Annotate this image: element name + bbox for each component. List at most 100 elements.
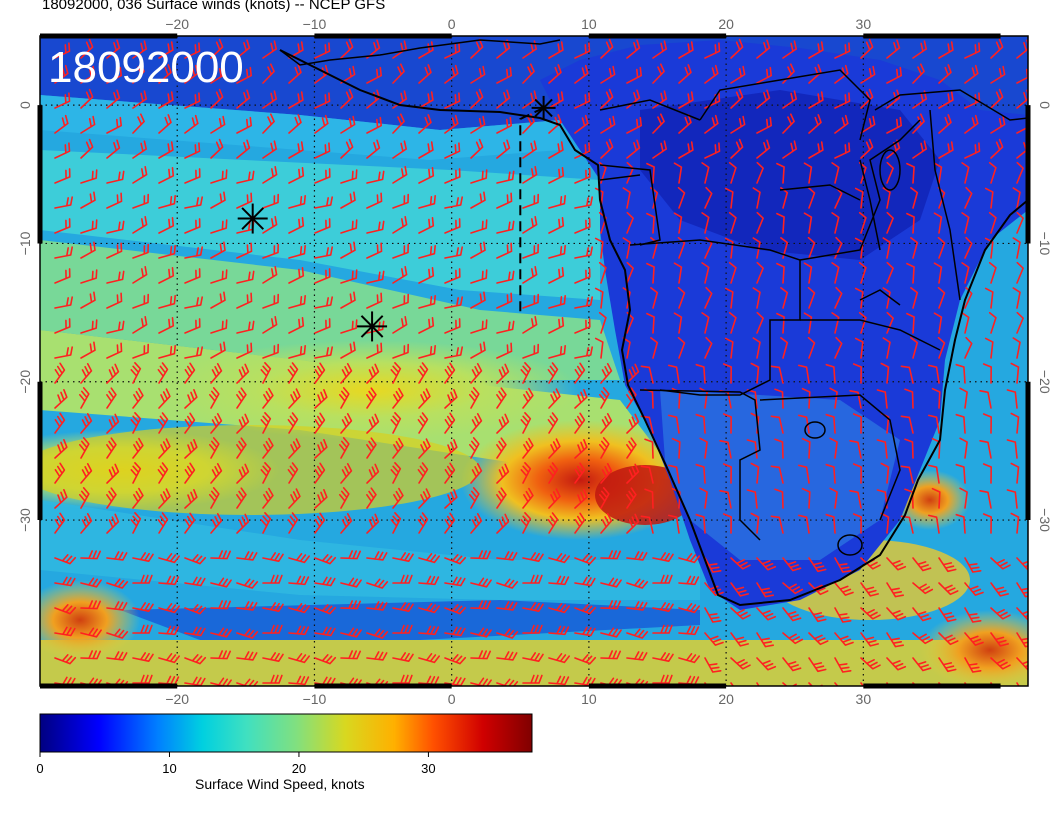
wind-barb: [600, 550, 621, 560]
wind-barb: [1016, 311, 1024, 334]
wind-barb: [444, 576, 466, 587]
wind-barb: [704, 632, 724, 646]
wind-barb: [652, 574, 673, 584]
wind-barb: [80, 291, 96, 309]
wind-barb: [834, 42, 851, 59]
wind-barb: [678, 603, 700, 614]
wind-barb: [770, 415, 784, 434]
wind-barb: [236, 342, 253, 359]
wind-barb: [1016, 632, 1028, 648]
wind-barb: [288, 488, 301, 509]
wind-barb: [132, 652, 154, 662]
wind-barb: [548, 625, 570, 636]
wind-barb: [236, 487, 247, 509]
wind-barb: [366, 242, 383, 259]
wind-barb: [106, 513, 120, 534]
wind-barb: [340, 413, 353, 434]
wind-barb: [262, 574, 283, 584]
wind-barb: [704, 42, 721, 59]
wind-barb: [54, 92, 71, 109]
wind-barb: [808, 41, 824, 59]
wind-barb: [938, 91, 954, 109]
wind-barb: [340, 319, 358, 334]
wind-barb: [825, 463, 836, 484]
wind-barb: [678, 41, 694, 59]
wind-barb: [704, 186, 713, 209]
wind-barb: [80, 219, 98, 234]
wind-barb: [496, 601, 518, 611]
wind-barb: [210, 413, 223, 434]
wind-barb: [314, 92, 331, 109]
wind-barb: [54, 346, 73, 359]
wind-barb: [314, 554, 337, 565]
wind-barb: [756, 261, 764, 284]
wind-barb: [774, 388, 784, 409]
wind-barb: [54, 412, 66, 434]
storm-marker: [237, 203, 268, 234]
lat-tick-label-right: 0: [1037, 101, 1053, 109]
wind-barb: [236, 437, 247, 459]
wind-barb: [392, 293, 409, 309]
wind-barb: [80, 191, 96, 209]
wind-barb: [157, 412, 169, 434]
wind-barb: [106, 387, 117, 409]
wind-barb: [314, 168, 331, 184]
wind-barb: [849, 440, 862, 459]
wind-barb: [724, 287, 734, 309]
wind-barb: [262, 602, 284, 612]
wind-barb: [900, 365, 914, 384]
wind-barb: [988, 311, 997, 334]
wind-barb: [392, 437, 404, 459]
wind-barb: [54, 576, 76, 587]
wind-barb: [622, 187, 631, 209]
wind-barb: [912, 557, 932, 572]
wind-barb: [699, 437, 708, 459]
wind-barb: [106, 601, 128, 611]
wind-barb: [158, 217, 175, 234]
wind-barb: [746, 439, 758, 459]
wind-barb: [236, 513, 250, 534]
wind-barb: [288, 91, 304, 109]
wind-barb: [886, 39, 901, 59]
wind-barb: [600, 115, 616, 134]
lon-tick-label-bottom: −10: [303, 691, 327, 707]
wind-barb: [854, 287, 864, 309]
wind-barb: [340, 191, 356, 209]
wind-barb: [1006, 389, 1018, 409]
wind-barb: [106, 628, 129, 639]
colorbar-tick-label: 30: [421, 761, 435, 776]
wind-barb: [955, 363, 966, 384]
wind-barb: [574, 554, 597, 565]
wind-barb: [886, 311, 894, 334]
wind-barb: [288, 653, 310, 664]
wind-barb: [80, 627, 102, 638]
wind-barb: [130, 511, 142, 534]
wind-barb: [1010, 362, 1020, 384]
wind-barb: [880, 362, 890, 384]
wind-barb: [496, 387, 507, 409]
wind-barb: [600, 600, 621, 610]
wind-barb: [722, 513, 732, 534]
wind-barb: [834, 657, 852, 673]
wind-barb: [938, 141, 954, 159]
wind-barb: [444, 196, 463, 209]
wind-barb: [392, 316, 408, 334]
wind-barb: [752, 187, 761, 209]
wind-barb: [1016, 557, 1028, 571]
wind-barb: [184, 142, 201, 159]
wind-barb: [858, 211, 867, 234]
wind-barb: [132, 343, 149, 359]
wind-barb: [496, 342, 513, 359]
wind-barb: [418, 653, 440, 664]
wind-barb: [80, 363, 93, 384]
wind-barb: [825, 363, 836, 384]
wind-barb: [106, 116, 122, 134]
wind-barb: [366, 139, 381, 159]
wind-barb: [1016, 211, 1024, 234]
wind-barb: [366, 651, 388, 661]
wind-barb: [979, 390, 992, 409]
wind-barb: [808, 91, 824, 109]
wind-barb: [808, 141, 824, 159]
wind-barb: [678, 64, 692, 84]
wind-barb: [574, 654, 597, 665]
